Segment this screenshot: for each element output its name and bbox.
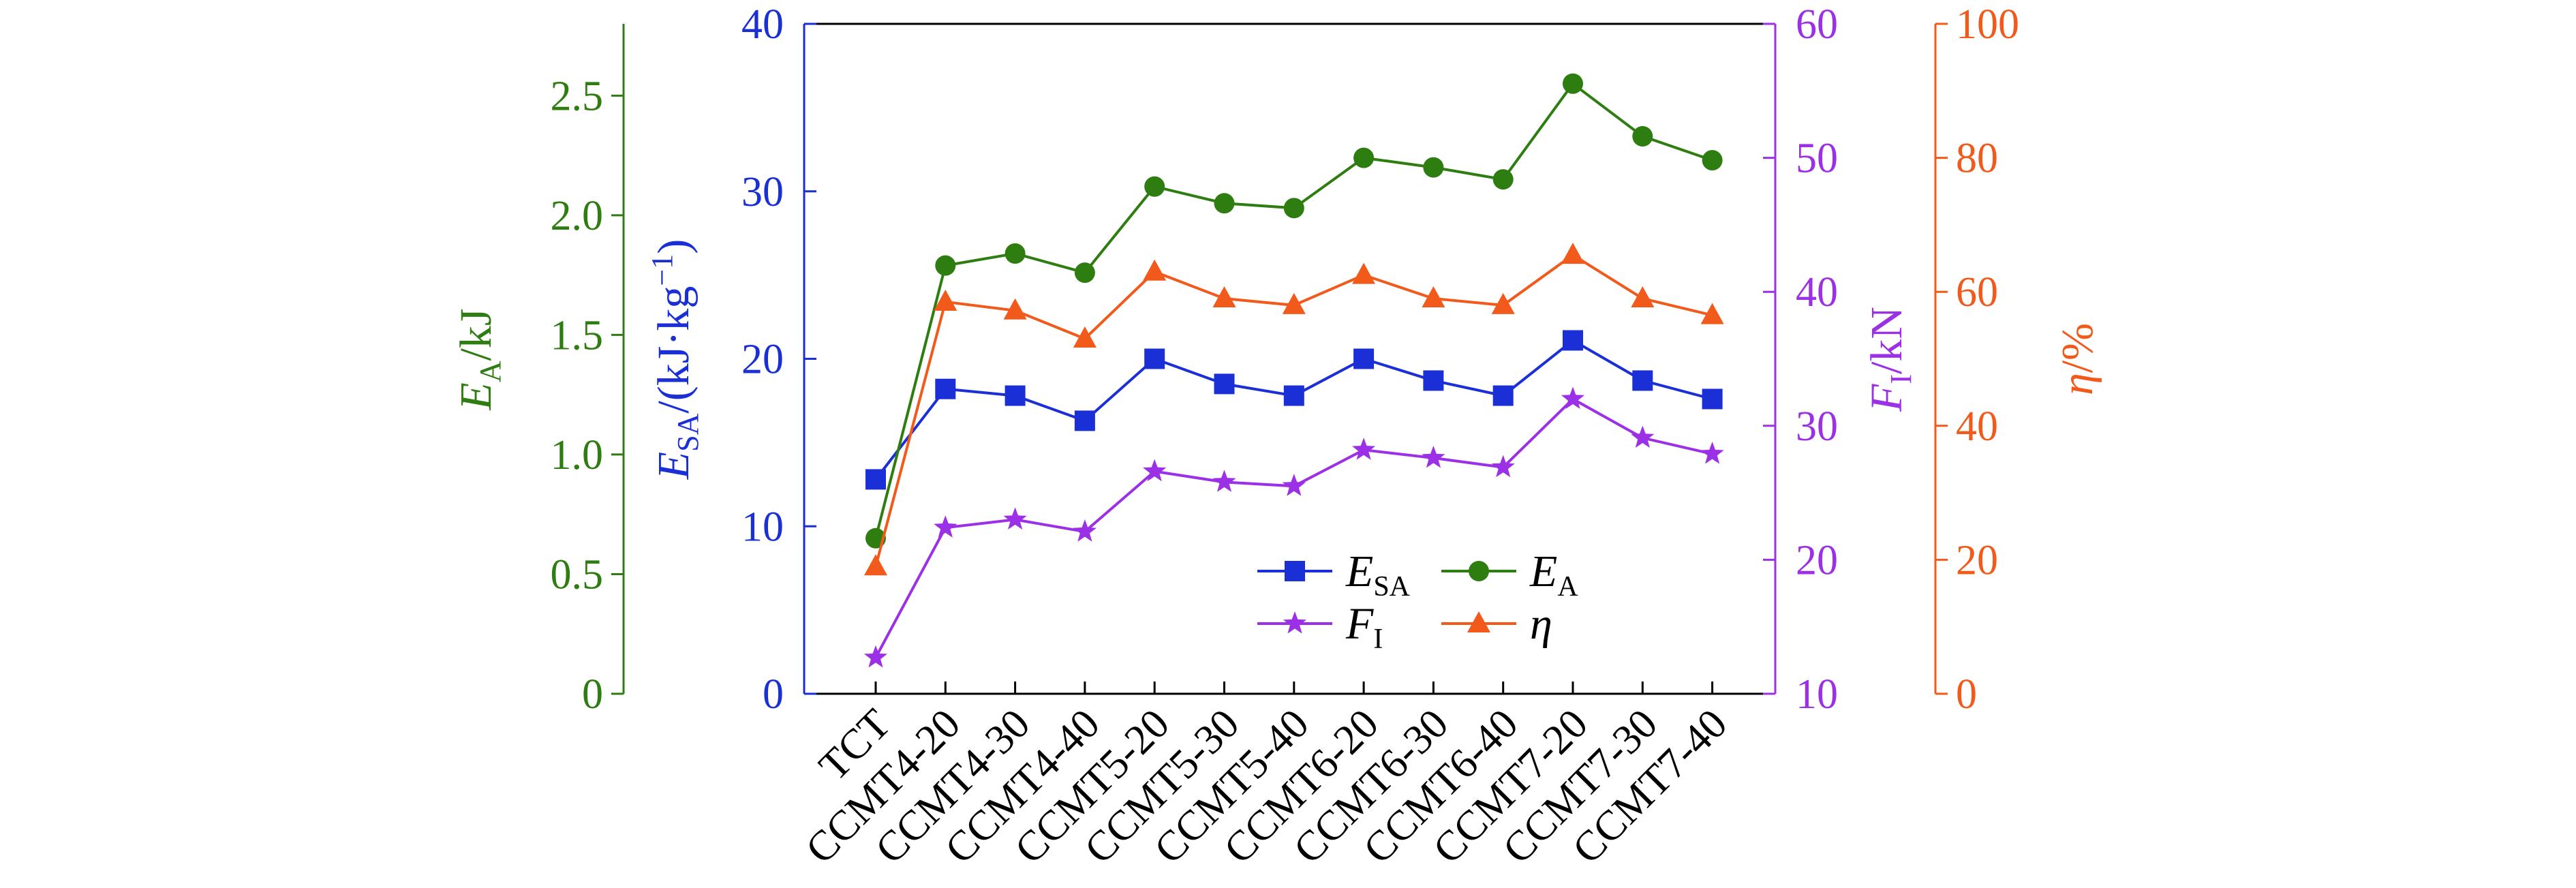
legend-marker-e-a [1469,561,1489,581]
data-point-e-sa [1214,373,1235,395]
legend-label-f-i: FI [1345,599,1383,655]
data-point-f-i [1143,459,1167,482]
y-tick-label-ea: 0 [582,671,603,718]
legend-label-e-a: EA [1529,547,1578,602]
data-point-f-i [1561,386,1585,409]
data-point-eta [1073,326,1097,348]
data-point-eta [1143,259,1167,281]
data-point-e-sa [1563,330,1583,351]
data-point-f-i [1003,507,1027,530]
y-tick-label-eta: 20 [1956,537,1998,583]
legend-label-e-sa: ESA [1345,547,1411,602]
y-tick-label-esa: 0 [763,671,784,718]
data-point-f-i [1073,519,1097,542]
data-point-e-sa [1283,385,1304,406]
data-point-eta [1352,262,1376,284]
data-point-e-sa [1492,385,1514,406]
y-tick-label-fi: 10 [1796,671,1838,718]
data-point-e-a [1563,73,1583,94]
data-point-f-i [1352,438,1376,460]
data-point-e-a [1144,176,1165,197]
data-point-f-i [1491,455,1515,478]
y-tick-label-esa: 40 [741,1,784,48]
data-point-e-sa [1702,388,1723,410]
y-tick-label-fi: 20 [1796,537,1838,583]
data-point-f-i [1282,474,1306,496]
y-axis-title-fi: FI/kN [1862,307,1918,412]
data-point-eta [864,554,887,576]
data-point-e-a [1632,126,1653,147]
data-point-eta [1700,303,1724,324]
legend-marker-e-sa [1285,561,1305,581]
y-tick-label-ea: 0.5 [551,551,604,598]
legend-label-eta: η [1530,599,1552,649]
data-point-f-i [1212,470,1236,492]
data-point-e-sa [1632,370,1653,391]
data-point-eta [1491,292,1515,314]
y-tick-label-esa: 10 [741,504,784,550]
y-tick-label-fi: 60 [1796,1,1838,48]
y-tick-label-fi: 40 [1796,269,1838,316]
data-point-e-a [1005,243,1026,264]
y-tick-label-ea: 1.5 [551,312,604,358]
y-tick-label-esa: 30 [741,169,784,215]
data-point-e-a [1492,169,1514,190]
data-point-eta [1003,298,1027,320]
y-tick-label-esa: 20 [741,337,784,383]
data-point-eta [1561,243,1584,264]
y-tick-label-eta: 0 [1956,671,1977,718]
data-point-e-sa [1423,370,1444,391]
data-point-eta [1631,286,1655,308]
y-tick-label-fi: 50 [1796,136,1838,182]
y-tick-label-ea: 2.5 [551,73,604,119]
y-tick-label-eta: 60 [1956,269,1998,316]
y-tick-label-fi: 30 [1796,403,1838,450]
y-tick-label-ea: 1.0 [551,432,604,478]
y-tick-label-ea: 2.0 [551,193,604,239]
data-point-f-i [863,645,888,668]
data-point-e-sa [1074,410,1095,431]
data-point-f-i [1422,446,1445,468]
data-point-e-a [1423,157,1444,178]
y-axis-title-eta: η/% [2053,323,2102,395]
data-point-e-a [1353,147,1375,168]
y-tick-label-eta: 100 [1956,1,2019,48]
data-point-f-i [1631,425,1655,448]
data-point-eta [1212,286,1236,308]
data-point-eta [1282,292,1306,314]
series-line-e-sa [874,339,1713,480]
y-axis-title-esa: ESA/(kJ·kg−1) [645,239,705,480]
data-point-e-sa [1353,348,1375,369]
data-point-e-sa [1005,385,1026,406]
data-point-e-a [1283,198,1304,219]
data-point-e-sa [1144,348,1165,369]
data-point-e-a [935,255,956,276]
data-point-f-i [1700,442,1724,464]
data-point-f-i [934,515,957,538]
data-point-e-a [1702,150,1723,171]
data-point-e-a [1074,262,1095,284]
data-point-e-a [1214,193,1235,214]
data-point-e-sa [865,469,886,490]
data-point-e-sa [935,378,956,399]
y-axis-title-ea: EA/kJ [451,308,507,410]
y-tick-label-eta: 40 [1956,403,1998,450]
y-tick-label-eta: 80 [1956,136,1998,182]
legend-marker-f-i [1283,611,1307,634]
data-point-eta [1422,286,1445,308]
legend-marker-eta [1467,611,1490,632]
data-point-eta [934,289,957,311]
